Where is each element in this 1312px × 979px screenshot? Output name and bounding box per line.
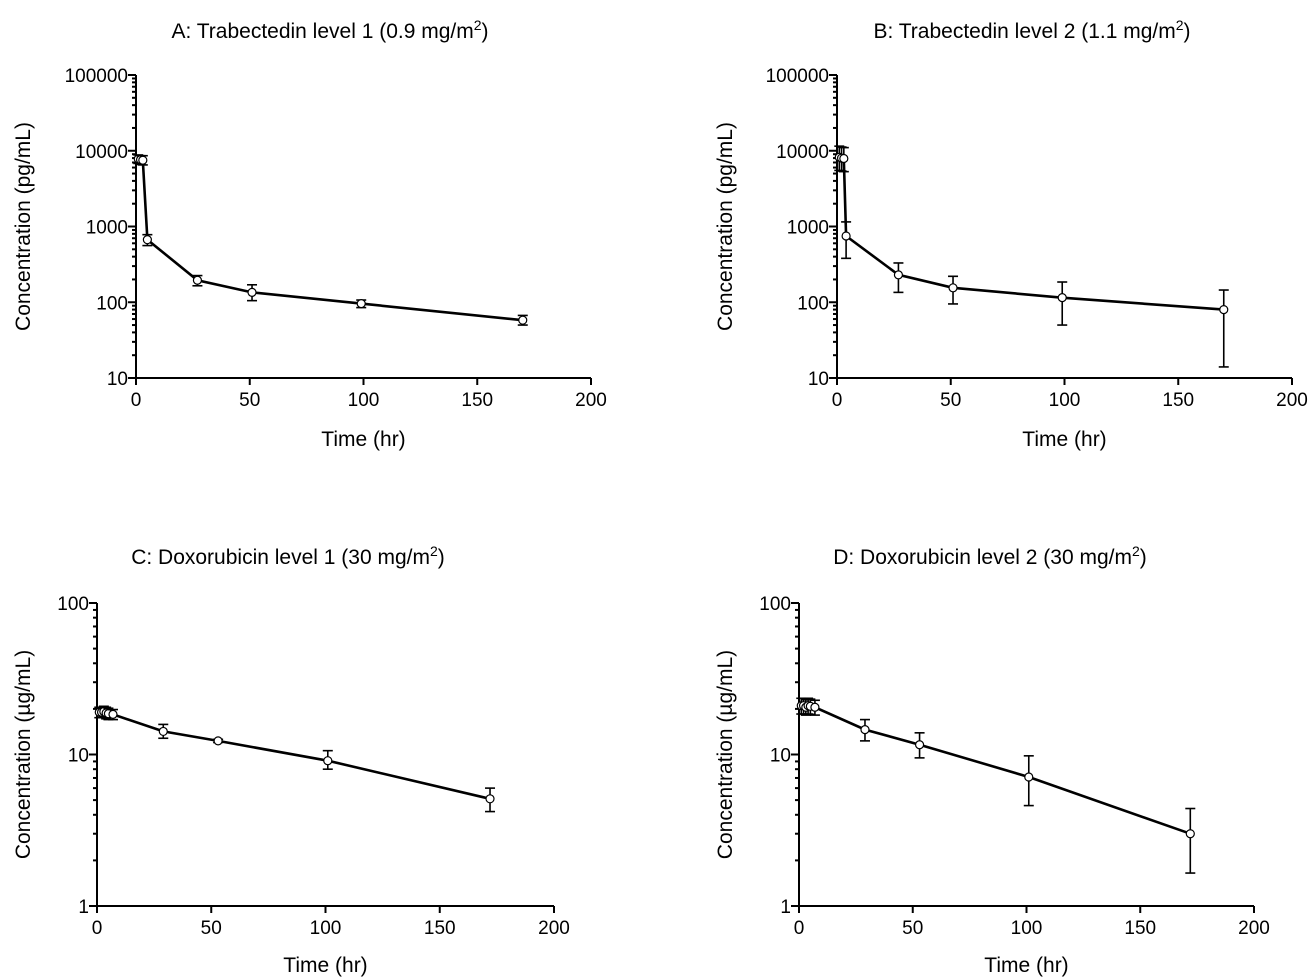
x-tick-label: 100 <box>310 918 342 939</box>
chart-title-end: ) <box>438 546 445 569</box>
y-tick-label: 1 <box>780 897 791 918</box>
x-axis-label: Time (hr) <box>321 428 405 451</box>
x-axis-label: Time (hr) <box>984 954 1068 977</box>
x-tick-label: 50 <box>940 390 961 411</box>
y-axis-label: Concentration (pg/mL) <box>714 122 737 331</box>
data-point <box>893 270 904 280</box>
y-tick-label: 10 <box>68 746 89 767</box>
y-tick-label: 100 <box>96 293 128 314</box>
y-tick-label: 10 <box>107 369 128 390</box>
data-point <box>839 153 849 164</box>
y-tick-label: 100 <box>759 594 791 615</box>
x-tick-label: 50 <box>239 390 260 411</box>
x-tick-label: 0 <box>794 918 805 939</box>
data-point <box>142 235 152 245</box>
chart-title: B: Trabectedin level 2 (1.1 mg/m2) <box>873 17 1190 43</box>
x-tick-label: 0 <box>92 918 103 939</box>
x-tick-label: 100 <box>1049 390 1081 411</box>
y-tick-label: 100 <box>797 293 829 314</box>
panel-b: B: Trabectedin level 2 (1.1 mg/m2) 0 50 100… <box>714 17 1308 451</box>
data-point <box>860 725 870 735</box>
data-point <box>356 298 366 309</box>
data-point <box>948 283 958 293</box>
data-point <box>1024 772 1034 782</box>
x-tick-label: 150 <box>1124 918 1156 939</box>
y-axis-label: Concentration (µg/mL) <box>714 650 737 859</box>
data-point <box>213 736 223 746</box>
chart-title: D: Doxorubicin level 2 (30 mg/m2) <box>833 543 1147 569</box>
chart-title-text: A: Trabectedin level 1 (0.9 mg/m <box>171 20 473 43</box>
panel-d: D: Doxorubicin level 2 (30 mg/m2) 0 50 100 1… <box>714 543 1270 977</box>
x-axis-label: Time (hr) <box>1022 428 1106 451</box>
x-tick-label: 200 <box>575 390 607 411</box>
chart-title-text: C: Doxorubicin level 1 (30 mg/m <box>131 546 430 569</box>
x-tick-label: 200 <box>538 918 570 939</box>
data-point <box>914 740 925 750</box>
chart-title-end: ) <box>1184 20 1191 43</box>
panel-c: C: Doxorubicin level 1 (30 mg/m2) 0 50 100 1… <box>12 543 570 977</box>
chart-title: C: Doxorubicin level 1 (30 mg/m2) <box>131 543 445 569</box>
y-axis-label: Concentration (µg/mL) <box>12 650 35 859</box>
series-line <box>99 710 491 801</box>
series-line <box>838 156 1224 311</box>
y-tick-label: 10 <box>770 746 791 767</box>
chart-title-superscript: 2 <box>1132 543 1140 559</box>
y-tick-label: 1000 <box>787 218 829 239</box>
y-tick-label: 10000 <box>75 142 128 163</box>
chart-title-superscript: 2 <box>430 543 438 559</box>
x-tick-label: 200 <box>1238 918 1270 939</box>
panel-a: A: Trabectedin level 1 (0.9 mg/m2) 0 50 100… <box>12 17 607 451</box>
data-point <box>247 287 257 297</box>
x-tick-label: 0 <box>832 390 843 411</box>
data-point <box>1185 829 1195 839</box>
y-tick-label: 100 <box>57 594 89 615</box>
data-point <box>108 709 118 719</box>
data-point <box>138 155 148 165</box>
y-axis-label: Concentration (pg/mL) <box>12 122 35 331</box>
data-point <box>810 702 820 712</box>
chart-title-end: ) <box>482 20 489 43</box>
chart-title-superscript: 2 <box>474 17 482 33</box>
y-tick-label: 10 <box>808 369 829 390</box>
chart-title-text: D: Doxorubicin level 2 (30 mg/m <box>833 546 1132 569</box>
x-tick-label: 150 <box>424 918 456 939</box>
data-point <box>485 794 495 804</box>
chart-title-superscript: 2 <box>1176 17 1184 33</box>
y-tick-label: 1000 <box>86 218 128 239</box>
x-tick-label: 0 <box>131 390 142 411</box>
series-line <box>801 704 1191 835</box>
chart-title-end: ) <box>1140 546 1147 569</box>
y-tick-label: 10000 <box>776 142 829 163</box>
data-point <box>323 756 333 766</box>
x-tick-label: 200 <box>1276 390 1308 411</box>
series-line <box>137 157 523 322</box>
data-point <box>841 231 851 241</box>
x-tick-label: 100 <box>1011 918 1043 939</box>
y-tick-label: 100000 <box>65 66 128 87</box>
data-point <box>192 275 203 285</box>
data-point <box>158 726 168 737</box>
y-tick-label: 100000 <box>766 66 829 87</box>
x-tick-label: 150 <box>461 390 493 411</box>
x-axis-label: Time (hr) <box>283 954 367 977</box>
chart-title: A: Trabectedin level 1 (0.9 mg/m2) <box>171 17 488 43</box>
x-tick-label: 150 <box>1162 390 1194 411</box>
x-tick-label: 100 <box>348 390 380 411</box>
chart-title-text: B: Trabectedin level 2 (1.1 mg/m <box>873 20 1175 43</box>
data-point <box>518 315 528 325</box>
data-point <box>1057 293 1067 303</box>
x-tick-label: 50 <box>201 918 222 939</box>
y-tick-label: 1 <box>78 897 89 918</box>
x-tick-label: 50 <box>902 918 923 939</box>
data-point <box>1219 304 1229 315</box>
